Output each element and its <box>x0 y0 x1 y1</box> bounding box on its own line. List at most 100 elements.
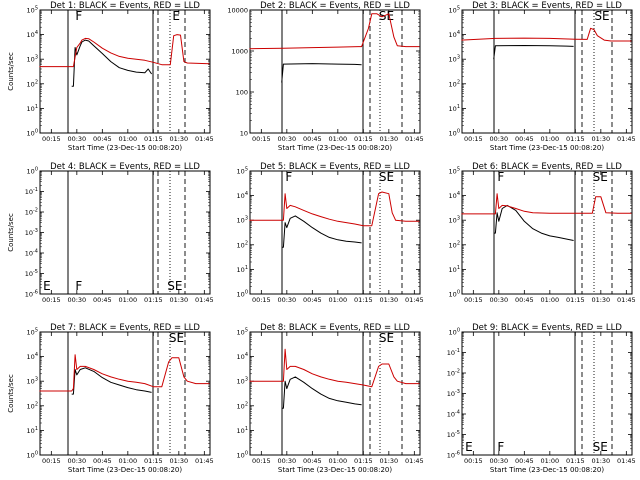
y-tick-label: 100 <box>27 451 38 460</box>
chart-title: Det 9: BLACK = Events, RED = LLD <box>472 323 622 333</box>
x-tick-label: 01:00 <box>540 135 559 143</box>
x-tick-label: 00:15 <box>464 135 483 143</box>
y-tick-label: 104 <box>449 191 460 200</box>
y-tick-label: 10-3 <box>447 389 460 398</box>
marker-label: F <box>497 170 504 184</box>
y-tick-label: 102 <box>27 401 38 410</box>
y-tick-label: 105 <box>27 328 38 337</box>
panel-det-8: 100 101 102 103 104 105 00:15 00:30 00:45 01:00 01… <box>237 323 424 474</box>
y-tick-label: 104 <box>237 352 248 361</box>
chart-title: Det 4: BLACK = Events, RED = LLD <box>50 162 200 172</box>
x-tick-label: 01:15 <box>354 457 373 465</box>
y-tick-label: 100 <box>449 328 460 337</box>
marker-label: F <box>75 279 82 293</box>
x-tick-label: 01:45 <box>617 296 636 304</box>
y-tick-label: 105 <box>449 6 460 15</box>
x-tick-label: 00:45 <box>515 296 534 304</box>
chart-title: Det 3: BLACK = Events, RED = LLD <box>472 1 622 11</box>
x-tick-label: 01:00 <box>540 457 559 465</box>
x-tick-label: 01:30 <box>379 457 398 465</box>
x-tick-label: 00:30 <box>277 457 296 465</box>
panel-det-7: 100 101 102 103 104 105 00:15 00:30 00:45 01:00 01… <box>7 323 214 474</box>
x-tick-label: 00:30 <box>489 296 508 304</box>
y-tick-label: 10-3 <box>25 228 38 237</box>
x-tick-label: 01:15 <box>144 135 163 143</box>
x-tick-label: 01:45 <box>405 135 424 143</box>
series-lld-line <box>249 191 420 227</box>
y-tick-label: 103 <box>449 216 460 225</box>
marker-label: SE <box>167 279 182 293</box>
panel-det-9: 10-6 10-5 10-4 10-3 10-2 10-1 100 00:15 00:30 00:… <box>447 323 636 474</box>
plot-frame <box>461 9 633 134</box>
chart-title: Det 5: BLACK = Events, RED = LLD <box>260 162 410 172</box>
x-tick-label: 00:45 <box>303 135 322 143</box>
series-events-line <box>493 204 574 241</box>
y-tick-label: 104 <box>27 352 38 361</box>
x-tick-label: 01:45 <box>405 296 424 304</box>
x-axis-label: Start Time (23-Dec-15 00:08:20) <box>278 144 392 152</box>
y-axis-label: Counts/sec <box>7 374 15 413</box>
series-events-line <box>281 376 362 409</box>
marker-label: SE <box>593 170 608 184</box>
series-lld-line <box>39 354 210 392</box>
y-axis-label: Counts/sec <box>7 213 15 252</box>
marker-label: F <box>497 440 504 454</box>
y-tick-label: 10-2 <box>447 369 460 378</box>
x-axis-label: Start Time (23-Dec-15 00:08:20) <box>68 144 182 152</box>
x-tick-label: 01:00 <box>118 135 137 143</box>
x-tick-label: 01:45 <box>617 457 636 465</box>
y-tick-label: 102 <box>449 240 460 249</box>
y-tick-label: 10-4 <box>447 410 460 419</box>
marker-label: SE <box>594 9 609 23</box>
x-tick-label: 01:45 <box>195 457 214 465</box>
marker-label: SE <box>379 331 394 345</box>
x-tick-label: 00:45 <box>303 296 322 304</box>
y-tick-label: 10-5 <box>447 430 460 439</box>
x-tick-label: 01:00 <box>328 135 347 143</box>
series-lld-line <box>249 13 420 50</box>
y-tick-label: 100 <box>27 167 38 176</box>
x-axis-label: Start Time (23-Dec-15 00:08:20) <box>278 466 392 474</box>
x-tick-label: 00:45 <box>515 135 534 143</box>
x-tick-label: 01:00 <box>540 296 559 304</box>
y-tick-label: 100 <box>449 129 460 138</box>
plot-frame <box>39 170 211 295</box>
panel-det-2: 10 100 1000 10000 00:15 00:30 00:45 01:00 01:15 0… <box>227 1 423 152</box>
panel-det-4: 10-6 10-5 10-4 10-3 10-2 10-1 100 00:15 00:30 00:… <box>7 162 214 304</box>
y-tick-label: 103 <box>449 55 460 64</box>
x-tick-label: 00:45 <box>515 457 534 465</box>
y-tick-label: 100 <box>449 290 460 299</box>
x-axis-label: Start Time (23-Dec-15 00:08:20) <box>490 144 604 152</box>
x-tick-label: 00:45 <box>303 457 322 465</box>
y-tick-label: 103 <box>237 377 248 386</box>
series-events-line <box>71 367 152 395</box>
x-tick-label: 01:30 <box>169 296 188 304</box>
y-tick-label: 10-4 <box>25 249 38 258</box>
marker-label: SE <box>169 331 184 345</box>
x-tick-label: 01:00 <box>118 457 137 465</box>
plot-frame <box>249 170 421 295</box>
series-events-line <box>281 215 362 248</box>
marker-label: F <box>285 170 292 184</box>
marker-label: SE <box>379 170 394 184</box>
x-tick-label: 00:15 <box>252 135 271 143</box>
chart-title: Det 7: BLACK = Events, RED = LLD <box>50 323 200 333</box>
y-axis-label: Counts/sec <box>7 52 15 91</box>
y-tick-label: 102 <box>237 401 248 410</box>
x-tick-label: 00:30 <box>67 457 86 465</box>
x-tick-label: 01:15 <box>354 296 373 304</box>
x-tick-label: 01:45 <box>195 296 214 304</box>
y-tick-label: 100 <box>237 290 248 299</box>
y-tick-label: 104 <box>449 30 460 39</box>
y-tick-label: 103 <box>237 216 248 225</box>
x-tick-label: 00:45 <box>93 296 112 304</box>
y-tick-label: 101 <box>449 265 460 274</box>
y-tick-label: 100 <box>237 451 248 460</box>
x-tick-label: 01:30 <box>591 135 610 143</box>
marker-label: E <box>465 440 473 454</box>
y-tick-label: 101 <box>449 104 460 113</box>
x-tick-label: 00:30 <box>67 135 86 143</box>
y-tick-label: 100 <box>236 89 248 97</box>
x-tick-label: 01:45 <box>195 135 214 143</box>
chart-title: Det 2: BLACK = Events, RED = LLD <box>260 1 410 11</box>
